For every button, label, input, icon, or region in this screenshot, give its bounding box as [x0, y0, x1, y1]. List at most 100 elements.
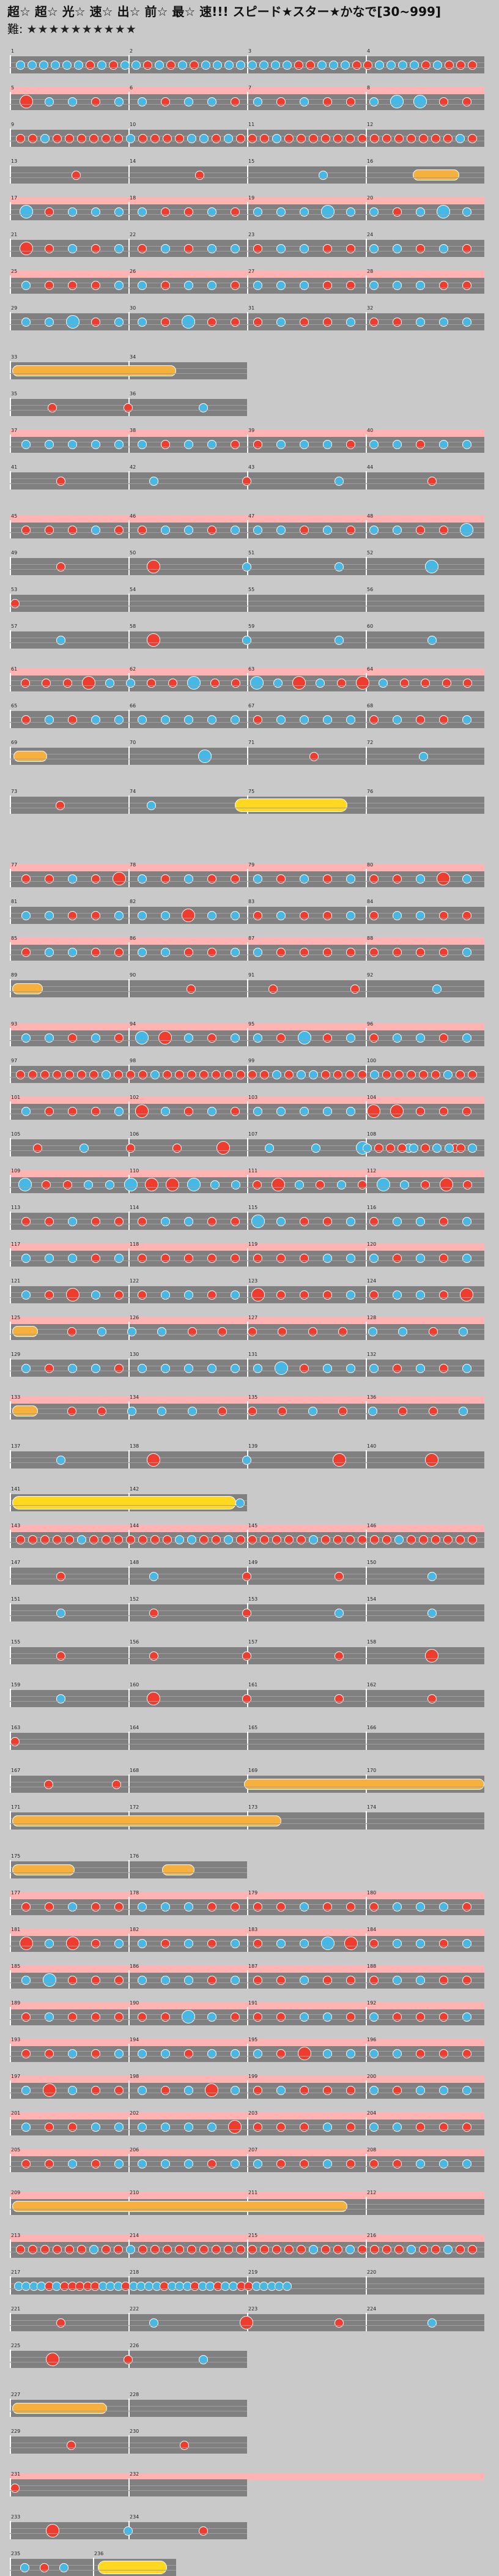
- ka-note: [160, 1216, 170, 1226]
- ka-note: [45, 1033, 54, 1043]
- don-note: [20, 678, 30, 688]
- don-note: [300, 1253, 309, 1263]
- don-note: [323, 1975, 333, 1985]
- don-note: [300, 947, 309, 957]
- don-note: [252, 1180, 262, 1189]
- don-note: [126, 1143, 135, 1153]
- ka-note: [230, 1975, 240, 1985]
- measure-number: 146: [367, 1523, 377, 1528]
- score-row: 233 234: [10, 2514, 247, 2539]
- don-note: [56, 1571, 66, 1581]
- measure-number: 108: [367, 1131, 377, 1137]
- measure-line: [10, 275, 11, 294]
- don-note: [463, 678, 473, 688]
- don-note: [382, 133, 391, 143]
- ka-note: [346, 2244, 355, 2254]
- measure-line: [128, 2399, 130, 2417]
- don-note: [467, 1070, 477, 1079]
- drumroll: [162, 1864, 195, 1875]
- difficulty-rating: 難: ★★★★★★★★★★: [7, 20, 137, 37]
- measure-number: 43: [248, 464, 255, 470]
- don-note: [174, 1070, 184, 1079]
- ka-note: [126, 133, 135, 143]
- measure-number: 100: [367, 1058, 377, 1063]
- ka-note: [160, 1363, 170, 1373]
- measure-line: [366, 239, 367, 257]
- don-note: [438, 947, 448, 957]
- score-row: 57 58 59 60: [10, 624, 484, 649]
- measure-number: 195: [248, 2037, 258, 2042]
- measure-line: [128, 2435, 130, 2454]
- don-note: [149, 1651, 158, 1661]
- don-note: [300, 2085, 309, 2095]
- don-note: [445, 60, 454, 70]
- measure-line: [10, 520, 11, 538]
- measure-number: 69: [11, 740, 18, 745]
- score-row: 89 90 91 92: [10, 972, 484, 997]
- don-note: [418, 1535, 428, 1544]
- ka-note: [137, 1902, 147, 1912]
- ka-note: [20, 2563, 29, 2572]
- measure-number: 181: [11, 1927, 21, 1932]
- don-note: [147, 633, 161, 647]
- gogo-band: [10, 2112, 484, 2119]
- ka-note: [250, 676, 264, 690]
- don-note: [97, 1406, 106, 1416]
- ka-note: [392, 715, 402, 724]
- ka-note: [346, 874, 356, 884]
- ka-note: [230, 1033, 240, 1043]
- measure-line: [128, 1970, 130, 1989]
- measure-number: 84: [367, 899, 374, 904]
- don-note: [211, 2244, 221, 2254]
- don-note: [217, 1406, 227, 1416]
- ka-note: [137, 2049, 147, 2058]
- don-note: [89, 1070, 99, 1079]
- ka-note: [182, 315, 196, 329]
- ka-note: [230, 1363, 240, 1373]
- ka-note: [114, 2122, 124, 2132]
- ka-note: [427, 2318, 437, 2328]
- don-note: [253, 1938, 263, 1948]
- ka-note: [392, 1290, 402, 1300]
- don-note: [321, 1535, 331, 1544]
- ka-note: [300, 280, 309, 290]
- don-note: [207, 1290, 216, 1300]
- don-note: [358, 2244, 367, 2254]
- ka-note: [183, 439, 193, 449]
- ka-note: [369, 1253, 379, 1263]
- ka-note: [392, 525, 402, 535]
- gogo-band: [10, 270, 484, 277]
- don-note: [126, 1070, 135, 1079]
- don-note: [369, 133, 379, 143]
- measure-line: [128, 1248, 130, 1267]
- don-note: [150, 2244, 160, 2254]
- drumroll: [12, 1864, 75, 1875]
- don-note: [421, 678, 431, 688]
- don-note: [248, 133, 257, 143]
- ka-note: [253, 2049, 263, 2058]
- measure-line: [10, 942, 11, 961]
- don-note: [438, 280, 448, 290]
- ka-note: [462, 715, 471, 724]
- ka-note: [137, 874, 147, 884]
- gogo-band: [10, 668, 484, 675]
- don-note: [418, 133, 428, 143]
- measure-number: 80: [367, 862, 374, 868]
- measure-number: 207: [248, 2147, 258, 2153]
- don-note: [338, 1327, 347, 1336]
- don-note: [45, 207, 54, 217]
- don-note: [415, 715, 425, 724]
- ka-note: [45, 439, 54, 449]
- measure-line: [10, 1493, 11, 1511]
- measure-line: [247, 979, 248, 997]
- ka-note: [368, 1327, 378, 1336]
- don-note: [211, 1535, 221, 1544]
- ka-note: [91, 1290, 101, 1300]
- measure-line: [366, 1212, 367, 1230]
- don-note: [45, 1216, 54, 1226]
- measure-line: [10, 2521, 11, 2539]
- don-note: [300, 1290, 309, 1300]
- ka-note: [336, 1180, 346, 1189]
- don-note: [431, 1535, 440, 1544]
- measure-number: 10: [130, 122, 136, 127]
